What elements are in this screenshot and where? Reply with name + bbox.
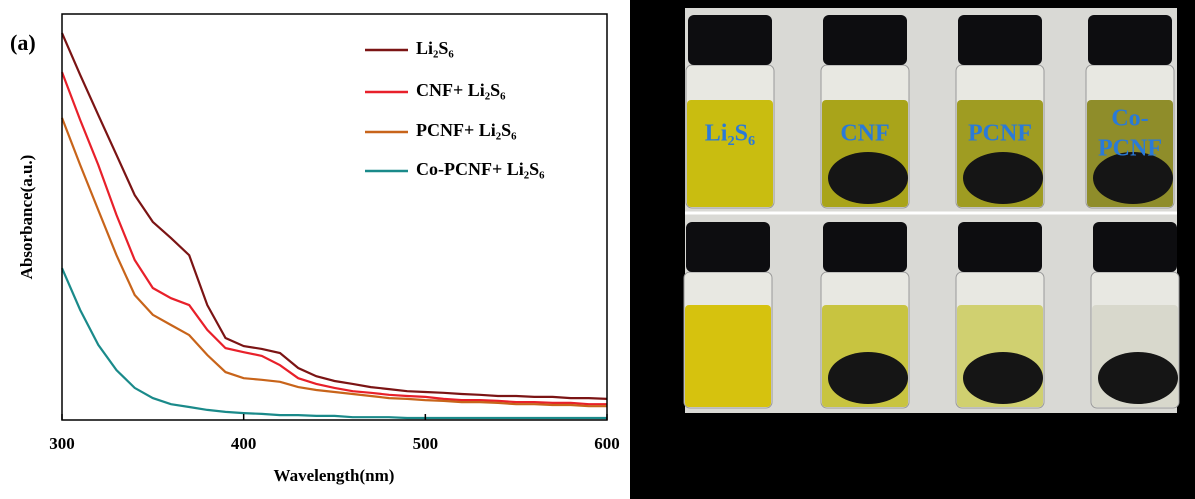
vial-flake: [963, 352, 1043, 404]
x-tick-label: 300: [49, 434, 75, 453]
vial-label: Li₂S₆: [705, 121, 755, 147]
vial-cap: [958, 222, 1042, 272]
vial-flake: [963, 152, 1043, 204]
x-axis-label: Wavelength(nm): [274, 466, 395, 485]
plot-frame: [61, 13, 608, 421]
line-series: [60, 267, 607, 420]
vial-liquid: [687, 100, 773, 207]
vial-flake: [1098, 352, 1178, 404]
plot: 300 400 500 600 Li₂S₆ CNF+ Li₂S₆ PCNF+ Li₂S₆ Co…: [49, 13, 620, 453]
vial-label: Co-: [1111, 106, 1148, 132]
legend-label: Li₂S₆: [416, 38, 454, 58]
panel-label: (a): [10, 30, 36, 55]
vial-cap: [823, 222, 907, 272]
legend-label: PCNF+ Li₂S₆: [416, 120, 517, 140]
x-tick-label: 400: [231, 434, 257, 453]
vial-label: CNF: [840, 121, 889, 147]
legend-label: Co-PCNF+ Li₂S₆: [416, 159, 545, 179]
vial-flake: [1093, 152, 1173, 204]
x-tick-label: 600: [594, 434, 620, 453]
line-series: [60, 117, 607, 408]
vial-cap: [1093, 222, 1177, 272]
line-series: [60, 71, 607, 406]
vial-flake: [828, 352, 908, 404]
line-series: [60, 32, 608, 400]
vial-flake: [828, 152, 908, 204]
vial-label: PCNF: [968, 121, 1032, 147]
x-tick-label: 500: [413, 434, 439, 453]
vial-liquid: [685, 305, 771, 407]
vial-cap: [1088, 15, 1172, 65]
vial-cap: [823, 15, 907, 65]
panel-background: [0, 0, 630, 499]
vial-cap: [686, 222, 770, 272]
y-axis-label: Absorbance(a.u.): [17, 155, 36, 280]
vial-label: PCNF: [1098, 136, 1162, 162]
photo: Li₂S₆ CNF PCNF Co- PCNF: [683, 15, 1180, 409]
vial-cap: [688, 15, 772, 65]
legend-label: CNF+ Li₂S₆: [416, 80, 506, 100]
vial-cap: [958, 15, 1042, 65]
